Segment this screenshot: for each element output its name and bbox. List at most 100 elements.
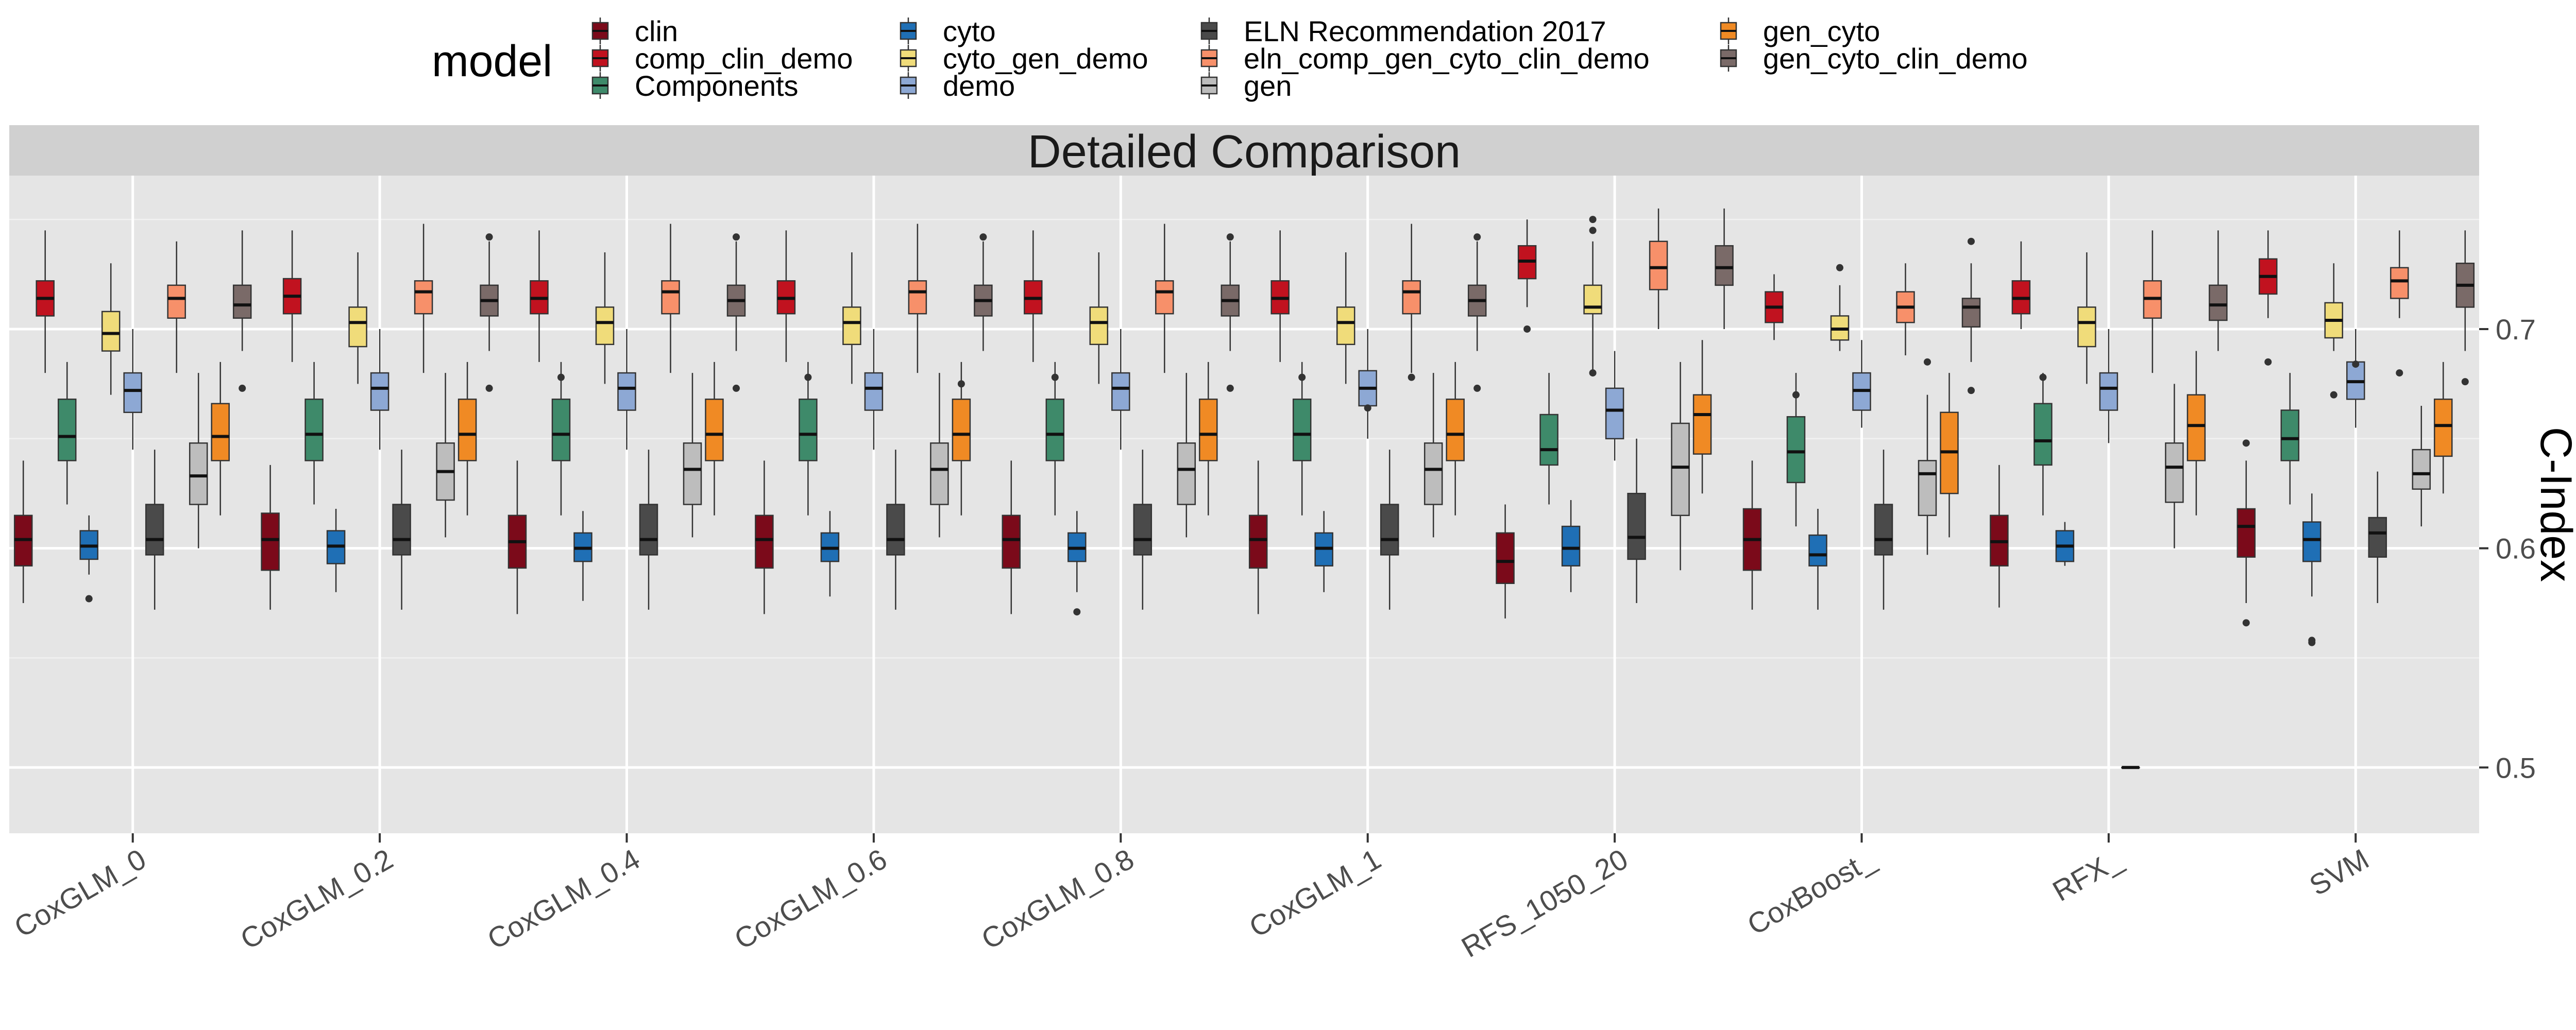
box-rfs-1050-20-gen-cyto	[1692, 340, 1712, 494]
box-rfx-gen-cyto	[2187, 351, 2206, 516]
box-iqr	[123, 372, 142, 413]
box-iqr	[2368, 517, 2387, 558]
outlier-point	[1589, 227, 1597, 234]
outlier-point	[2396, 369, 2403, 377]
box-iqr	[1627, 492, 1646, 560]
box-rfs-1050-20-demo	[1605, 351, 1624, 461]
outlier-point	[733, 384, 740, 392]
box-coxglm-0-4-clin	[507, 460, 527, 614]
box-coxglm-0-8-gen-cyto	[1199, 362, 1218, 516]
category-rfs-1050-20	[1496, 208, 1734, 619]
box-rfx-components	[2033, 373, 2053, 516]
box-rfs-1050-20-comp-clin-demo	[1517, 219, 1537, 333]
box-iqr	[1446, 398, 1465, 461]
box-iqr	[639, 504, 658, 556]
box-iqr	[414, 280, 433, 315]
outlier-point	[2039, 373, 2047, 381]
box-iqr	[842, 306, 861, 346]
box-coxglm-0-2-gen-cyto	[457, 362, 477, 516]
category-svm	[2236, 230, 2475, 646]
box-coxglm-0-2-cyto-gen-demo	[348, 252, 367, 384]
outlier-point	[1968, 237, 1975, 245]
box-coxglm-0-4-gen-cyto-clin-demo	[726, 233, 746, 392]
outlier-point	[1226, 233, 1234, 241]
box-iqr	[2165, 442, 2184, 503]
box-iqr	[617, 372, 636, 411]
box-iqr	[101, 311, 121, 352]
box-coxglm-0-2-cyto	[326, 509, 346, 592]
box-iqr	[864, 372, 884, 411]
legend-label: gen_cyto	[1763, 15, 1880, 47]
box-iqr	[211, 403, 230, 461]
box-rfs-1050-20-cyto-gen-demo	[1583, 216, 1602, 377]
box-coxglm-0-8-cyto	[1067, 511, 1087, 616]
box-iqr	[952, 398, 971, 461]
y-axis: 0.5 0.6 0.7	[2479, 313, 2536, 784]
box-coxglm-0-6-comp-clin-demo	[776, 230, 796, 362]
outlier-point	[1073, 608, 1081, 616]
box-rfx-cyto-gen-demo	[2077, 252, 2096, 384]
box-coxglm-0-gen-cyto-clin-demo	[232, 230, 252, 392]
outlier-point	[2352, 360, 2360, 368]
outlier-point	[485, 384, 493, 392]
box-coxglm-0-2-gen-cyto-clin-demo	[480, 233, 499, 392]
box-svm-eln-comp-gen-cyto-clin-demo	[2390, 230, 2409, 377]
outlier-point	[1792, 391, 1800, 399]
box-iqr	[232, 284, 252, 319]
box-coxglm-0-6-cyto-gen-demo	[842, 252, 861, 384]
legend-item-clin: clin	[591, 15, 678, 47]
box-iqr	[1961, 298, 1981, 328]
box-coxboost-eln-recommendation-2017	[1874, 450, 1893, 610]
box-iqr	[2033, 403, 2053, 466]
box-coxglm-0-8-comp-clin-demo	[1024, 230, 1043, 362]
category-rfx	[1990, 230, 2228, 769]
box-rfs-1050-20-cyto	[1561, 500, 1581, 592]
outlier-point	[804, 373, 812, 381]
outlier-point	[1473, 233, 1481, 241]
box-rfs-1050-20-eln-comp-gen-cyto-clin-demo	[1649, 208, 1668, 329]
x-tick-label-coxglm-0-2: CoxGLM_0.2	[235, 843, 398, 956]
box-iqr	[1402, 280, 1421, 315]
box-iqr	[1155, 280, 1174, 315]
box-coxglm-1-eln-comp-gen-cyto-clin-demo	[1402, 224, 1421, 381]
box-plots	[13, 208, 2475, 769]
box-coxglm-0-4-cyto	[573, 511, 592, 601]
box-iqr	[2099, 372, 2119, 411]
box-iqr	[1539, 414, 1558, 466]
box-coxglm-1-comp-clin-demo	[1270, 230, 1290, 362]
box-iqr	[2434, 398, 2453, 457]
box-coxglm-0-6-gen-cyto	[952, 362, 971, 516]
box-coxboost-cyto-gen-demo	[1830, 264, 1850, 351]
box-coxglm-0-demo	[123, 329, 142, 450]
box-iqr	[1918, 460, 1937, 517]
box-rfs-1050-20-eln-recommendation-2017	[1627, 438, 1646, 604]
y-tick-label: 0.7	[2496, 313, 2536, 346]
outlier-point	[2242, 439, 2250, 447]
box-svm-components	[2280, 373, 2300, 505]
box-rfx-gen	[2165, 384, 2184, 548]
outlier-point	[1051, 373, 1059, 381]
legend-item-cyto: cyto	[900, 15, 996, 47]
legend-item-eln-recommendation-2017: ELN Recommendation 2017	[1200, 15, 1606, 47]
box-rfx-cyto	[2055, 522, 2075, 566]
box-coxboost-cyto	[1808, 509, 1827, 610]
outlier-point	[1364, 404, 1371, 412]
box-coxglm-0-4-demo	[617, 329, 636, 450]
box-iqr	[799, 398, 818, 461]
box-iqr	[1583, 284, 1602, 315]
box-coxglm-1-clin	[1248, 460, 1268, 614]
box-iqr	[661, 280, 680, 315]
box-rfx-demo	[2099, 329, 2119, 443]
outlier-point	[1473, 384, 1481, 392]
outlier-point	[957, 380, 965, 388]
outlier-point	[1924, 358, 1931, 366]
box-rfs-1050-20-clin	[1496, 504, 1515, 619]
box-coxglm-0-clin	[13, 460, 33, 604]
box-coxglm-0-eln-recommendation-2017	[145, 450, 164, 610]
outlier-point	[2308, 637, 2316, 644]
box-coxglm-0-cyto-gen-demo	[101, 263, 121, 395]
legend-item-gen-cyto: gen_cyto	[1720, 15, 1880, 47]
box-coxglm-0-8-components	[1045, 362, 1065, 516]
